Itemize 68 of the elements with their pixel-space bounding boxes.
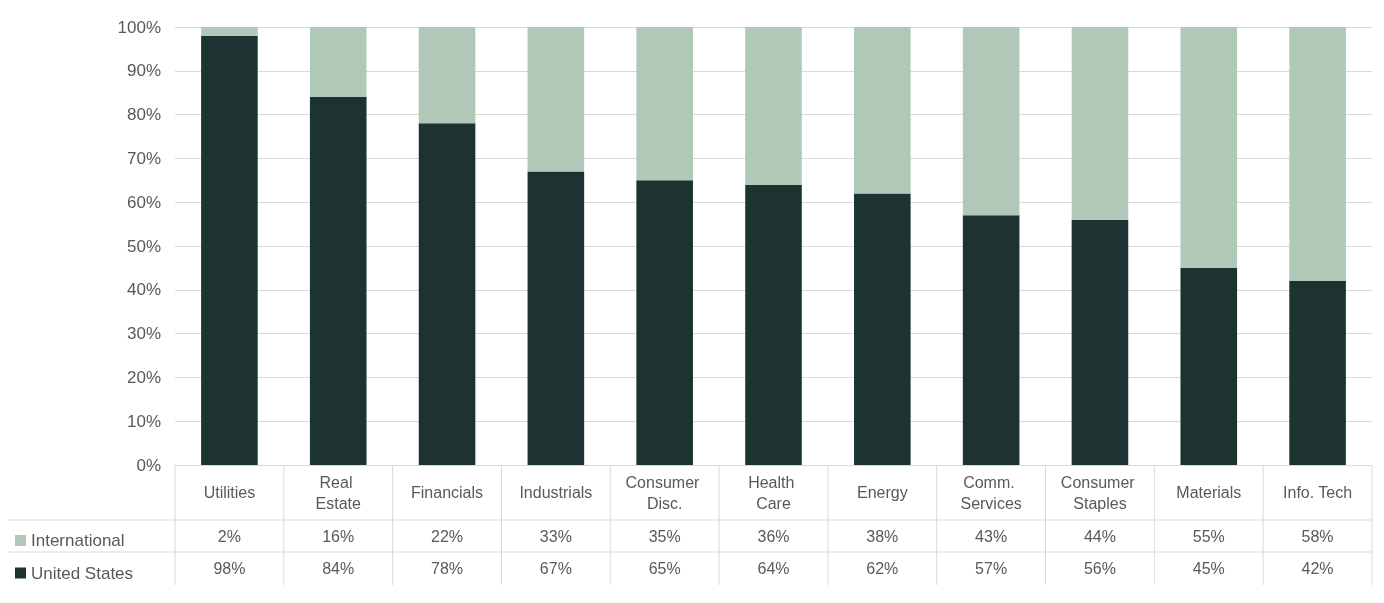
legend-label: United States bbox=[31, 563, 134, 583]
data-label: 2% bbox=[217, 527, 241, 545]
y-tick-label: 80% bbox=[126, 105, 161, 125]
y-tick-label: 30% bbox=[126, 324, 161, 344]
x-tick-label: Materials bbox=[1176, 484, 1242, 501]
bar bbox=[1180, 267, 1238, 465]
x-tick-label: Info. Tech bbox=[1283, 484, 1353, 501]
bar bbox=[745, 184, 802, 465]
data-label: 65% bbox=[648, 560, 681, 577]
bar bbox=[201, 27, 258, 36]
x-tick-label: Energy bbox=[856, 484, 908, 501]
bar bbox=[1071, 219, 1129, 465]
bar bbox=[854, 193, 911, 465]
bar bbox=[1180, 27, 1238, 268]
data-label: 16% bbox=[322, 527, 355, 545]
y-tick-label: 20% bbox=[126, 367, 161, 387]
data-label: 42% bbox=[1301, 560, 1334, 577]
x-tick-label: Comm. Services bbox=[960, 473, 1022, 512]
data-label: 35% bbox=[648, 527, 681, 545]
y-tick-label: 40% bbox=[126, 280, 161, 300]
bar bbox=[527, 27, 585, 172]
data-label: 98% bbox=[213, 560, 246, 577]
data-label: 56% bbox=[1083, 560, 1116, 577]
x-tick-label: Consumer Disc. bbox=[625, 473, 704, 512]
data-label: 45% bbox=[1192, 560, 1225, 577]
bar bbox=[418, 123, 476, 465]
y-tick-label: 50% bbox=[126, 236, 161, 256]
data-label: 84% bbox=[322, 560, 355, 577]
bar bbox=[745, 27, 802, 185]
legend-label: International bbox=[31, 531, 125, 550]
data-label: 33% bbox=[539, 527, 572, 545]
data-label: 43% bbox=[975, 527, 1008, 545]
bar bbox=[201, 35, 258, 465]
bar bbox=[1071, 27, 1129, 220]
x-tick-label: Real Estate bbox=[315, 473, 362, 512]
x-tick-label: Industrials bbox=[519, 484, 593, 501]
y-tick-label: 60% bbox=[126, 192, 161, 212]
bar bbox=[962, 215, 1020, 465]
data-label: 44% bbox=[1083, 527, 1116, 545]
y-tick-label: 70% bbox=[126, 148, 161, 168]
y-tick-label: 100% bbox=[117, 17, 161, 37]
bar bbox=[636, 180, 693, 465]
x-tick-label: Financials bbox=[411, 484, 484, 501]
y-tick-label: 10% bbox=[126, 411, 161, 431]
bar bbox=[527, 171, 585, 465]
bar bbox=[1289, 281, 1346, 465]
bar bbox=[854, 27, 911, 194]
bar bbox=[418, 27, 476, 124]
bar bbox=[309, 27, 367, 98]
data-label: 64% bbox=[757, 560, 790, 577]
x-tick-label: Utilities bbox=[203, 484, 256, 501]
data-label: 62% bbox=[866, 560, 899, 577]
data-label: 38% bbox=[866, 527, 899, 545]
x-tick-label: Consumer Staples bbox=[1060, 473, 1140, 512]
data-label: 36% bbox=[757, 527, 790, 545]
data-label: 67% bbox=[539, 560, 572, 577]
data-label: 55% bbox=[1192, 527, 1225, 545]
bar bbox=[636, 27, 693, 181]
data-label: 58% bbox=[1301, 527, 1334, 545]
y-tick-label: 0% bbox=[136, 455, 161, 475]
data-label: 57% bbox=[975, 560, 1008, 577]
data-label: 78% bbox=[431, 560, 464, 577]
bar bbox=[1289, 27, 1346, 282]
data-label: 22% bbox=[431, 527, 464, 545]
y-tick-label: 90% bbox=[126, 61, 161, 81]
bar bbox=[309, 97, 367, 465]
bar bbox=[962, 27, 1020, 216]
x-tick-label: Health Care bbox=[748, 473, 799, 512]
